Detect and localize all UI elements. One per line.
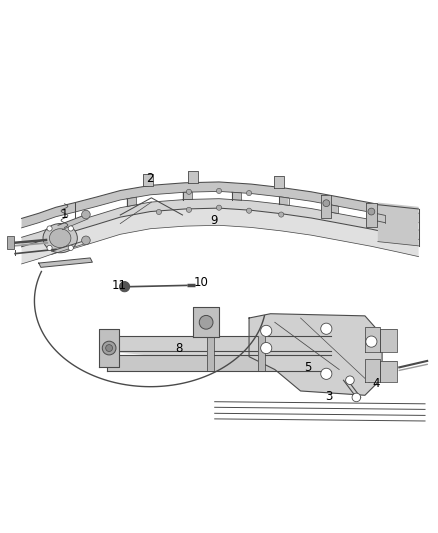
Text: 3: 3 [325,391,333,403]
Text: 2: 2 [146,173,154,185]
Circle shape [321,323,332,334]
Ellipse shape [49,229,71,248]
Circle shape [187,189,191,195]
Polygon shape [99,329,120,367]
Circle shape [102,341,116,355]
Circle shape [47,226,52,231]
Polygon shape [207,336,214,371]
Circle shape [366,336,377,347]
Circle shape [247,190,251,196]
Polygon shape [21,199,419,247]
Polygon shape [279,197,289,205]
Circle shape [216,188,222,193]
Text: 11: 11 [112,279,127,292]
Text: 10: 10 [194,276,209,289]
Circle shape [199,316,213,329]
Circle shape [106,345,113,351]
Polygon shape [249,314,382,395]
Polygon shape [107,336,331,351]
Polygon shape [58,215,88,230]
Circle shape [68,226,74,231]
Polygon shape [21,182,419,228]
Text: 4: 4 [373,377,380,390]
Polygon shape [365,359,380,382]
Polygon shape [365,327,380,352]
Circle shape [120,281,130,292]
Circle shape [261,325,272,336]
Circle shape [47,245,52,251]
Polygon shape [21,208,419,264]
Circle shape [261,343,272,353]
Polygon shape [366,203,377,227]
Circle shape [81,236,90,245]
Polygon shape [232,192,241,200]
Circle shape [352,393,360,402]
Polygon shape [107,356,331,371]
Text: 1: 1 [60,208,68,222]
Circle shape [323,200,330,207]
FancyBboxPatch shape [7,237,14,249]
Polygon shape [258,336,265,371]
Polygon shape [193,308,219,337]
Polygon shape [328,205,338,214]
Circle shape [156,209,162,215]
Circle shape [346,376,354,384]
Text: 8: 8 [175,342,183,354]
Polygon shape [39,258,92,268]
Polygon shape [188,171,198,183]
Ellipse shape [43,223,78,253]
Polygon shape [321,195,332,218]
Polygon shape [143,174,153,186]
Circle shape [247,208,251,213]
Circle shape [279,212,284,217]
Polygon shape [274,176,284,188]
Polygon shape [380,329,397,352]
Polygon shape [127,197,136,206]
Circle shape [81,211,90,219]
Text: 9: 9 [210,214,218,227]
Circle shape [321,368,332,379]
Circle shape [187,207,191,213]
Circle shape [368,208,375,215]
Circle shape [68,245,74,251]
Polygon shape [183,192,192,200]
Circle shape [216,205,222,211]
Polygon shape [380,361,397,382]
Text: 5: 5 [304,361,311,374]
Polygon shape [378,203,419,246]
Polygon shape [107,336,331,373]
Polygon shape [376,213,385,223]
